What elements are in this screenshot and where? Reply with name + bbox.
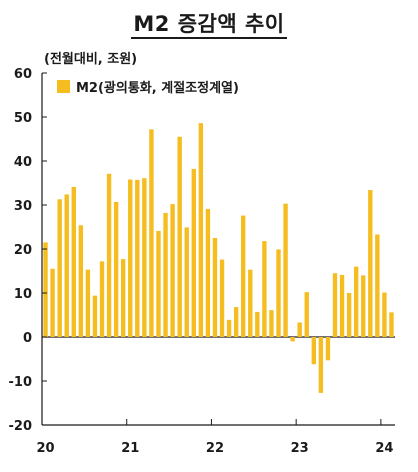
bar	[135, 179, 140, 337]
y-tick-label: 30	[14, 199, 32, 214]
bar	[170, 204, 175, 337]
bar	[142, 178, 147, 337]
y-tick-label: -20	[9, 419, 33, 434]
x-tick-label: 21	[121, 441, 139, 456]
bar	[339, 274, 345, 337]
bar	[149, 129, 154, 337]
bar	[353, 266, 359, 337]
axes	[41, 73, 395, 426]
legend-swatch	[57, 80, 70, 93]
bar	[297, 322, 302, 337]
bar	[184, 227, 189, 337]
bar	[191, 168, 196, 337]
y-tick-label: 40	[14, 155, 32, 170]
y-tick-label: 50	[14, 111, 32, 126]
bar	[318, 337, 324, 393]
x-tick-label: 24	[375, 441, 393, 456]
bar	[276, 249, 281, 337]
bar	[311, 337, 316, 365]
bar	[283, 203, 288, 337]
bar	[128, 179, 133, 337]
bar	[269, 310, 274, 337]
chart-title: M2 증감액 추이	[0, 8, 418, 39]
bar	[233, 307, 239, 337]
bar	[113, 201, 119, 337]
bar	[361, 275, 366, 337]
bar	[163, 212, 168, 337]
bar	[226, 319, 232, 337]
bar	[389, 312, 394, 337]
bar	[248, 269, 253, 337]
bar	[325, 337, 331, 361]
bar	[121, 259, 126, 337]
bar	[205, 208, 211, 337]
bar	[57, 199, 62, 337]
x-tick-labels: 20 21 22 23 24	[36, 419, 393, 456]
legend: M2(광의통화, 계절조정계열)	[57, 80, 239, 96]
bar	[219, 259, 225, 337]
bar	[241, 215, 246, 337]
y-tick-label: -10	[9, 375, 33, 390]
y-axis-unit-label: (전월대비, 조원)	[44, 52, 138, 67]
bar	[71, 186, 76, 337]
bar	[106, 173, 112, 337]
bar	[85, 269, 91, 337]
chart-title-text: M2 증감액 추이	[131, 12, 287, 39]
y-tick-label: 60	[14, 67, 32, 82]
bar	[375, 234, 380, 337]
bar	[156, 230, 161, 337]
bars	[43, 123, 394, 393]
bar	[368, 190, 373, 337]
x-tick-label: 20	[36, 441, 54, 456]
bar	[50, 268, 55, 337]
bar	[212, 238, 218, 337]
bar	[43, 242, 48, 337]
bar	[382, 292, 387, 337]
bar	[99, 261, 105, 337]
bar	[64, 194, 69, 337]
bar	[290, 337, 295, 342]
y-tick-labels: 60 50 40 30 20 10 0 -10 -20	[9, 67, 47, 434]
y-tick-label: 10	[14, 287, 32, 302]
x-tick-label: 23	[291, 441, 309, 456]
bar	[177, 136, 182, 337]
bar	[332, 273, 338, 337]
legend-label: M2(광의통화, 계절조정계열)	[76, 80, 239, 96]
y-tick-label: 0	[23, 331, 32, 346]
bar	[78, 225, 84, 337]
y-tick-label: 20	[14, 243, 32, 258]
bar	[346, 293, 352, 337]
bar	[92, 295, 98, 337]
bar	[255, 311, 260, 337]
bar	[304, 292, 309, 337]
x-tick-label: 22	[206, 441, 224, 456]
bar	[198, 123, 204, 337]
bar	[262, 241, 267, 337]
